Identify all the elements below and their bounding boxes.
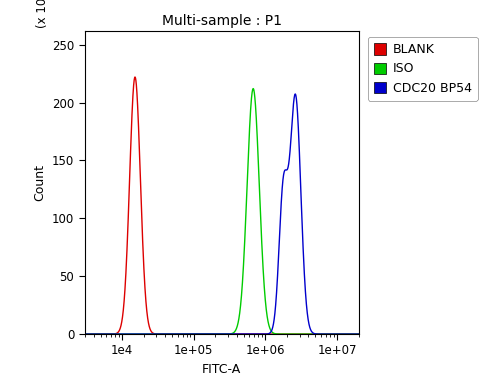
Y-axis label: Count: Count <box>33 164 46 201</box>
Text: (x 10¹): (x 10¹) <box>36 0 49 28</box>
Title: Multi-sample : P1: Multi-sample : P1 <box>162 14 281 28</box>
Legend: BLANK, ISO, CDC20 BP54: BLANK, ISO, CDC20 BP54 <box>368 37 478 101</box>
X-axis label: FITC-A: FITC-A <box>202 363 241 376</box>
